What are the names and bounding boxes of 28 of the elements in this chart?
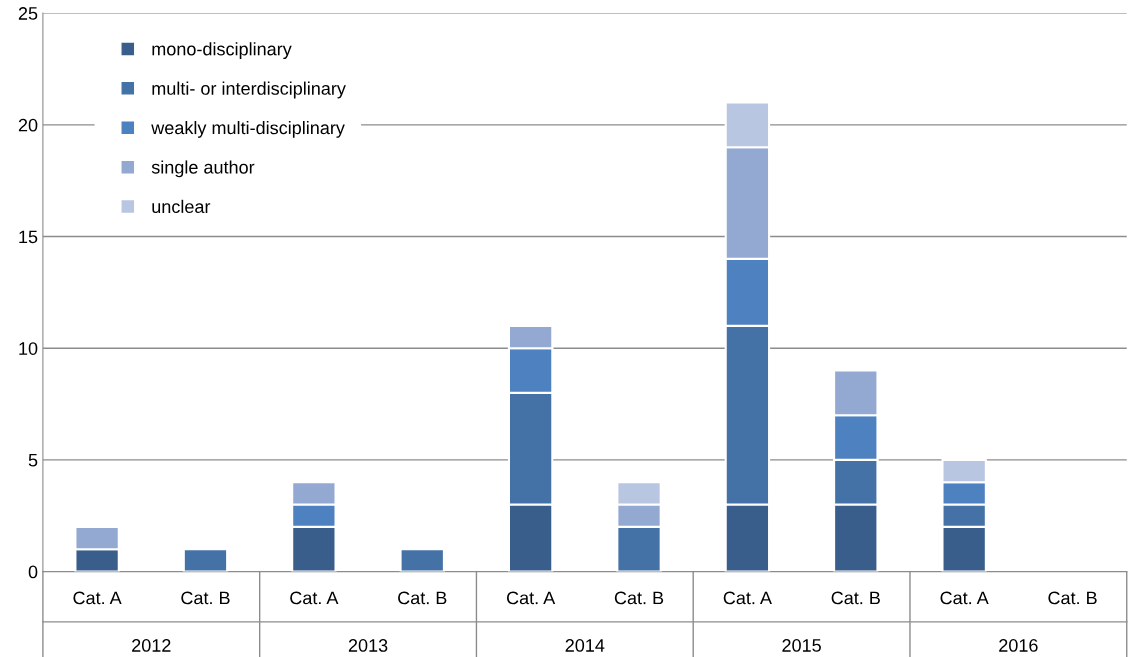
bar (182, 548, 229, 572)
x-tick-label: Cat. B (1048, 591, 1097, 605)
y-tick-label: 15 (19, 230, 38, 244)
x-tick-label: Cat. B (398, 591, 447, 605)
y-tick-label: 20 (18, 118, 38, 132)
legend-label: mono-disciplinary (152, 42, 292, 60)
y-tick-label: 25 (18, 7, 38, 20)
y-tick-label: 0 (28, 565, 38, 579)
text: 2014 (565, 639, 605, 652)
text: 2016 (999, 639, 1038, 652)
x-tick-label: Cat. A (940, 591, 989, 605)
text: 2012 (132, 639, 171, 652)
x-tick-label: Cat. A (73, 591, 122, 605)
y-tick-label: 5 (28, 454, 38, 467)
legend-label: multi- or interdisciplinary (152, 81, 346, 99)
x-tick-label: Cat. A (506, 591, 556, 605)
x-tick-label: Cat. A (723, 591, 772, 605)
legend-label: weakly multi-disciplinary (151, 121, 345, 138)
x-tick-label: Cat. B (831, 591, 880, 605)
y-tick-label: 10 (19, 342, 38, 355)
legend-label: unclear (152, 199, 211, 214)
bar (399, 548, 445, 572)
x-tick-label: Cat. B (614, 591, 664, 605)
text: 2013 (348, 639, 388, 652)
text: 2015 (782, 639, 821, 652)
legend-label: single author (151, 160, 255, 178)
x-tick-label: Cat. B (181, 591, 230, 605)
x-tick-label: Cat. A (290, 591, 339, 605)
